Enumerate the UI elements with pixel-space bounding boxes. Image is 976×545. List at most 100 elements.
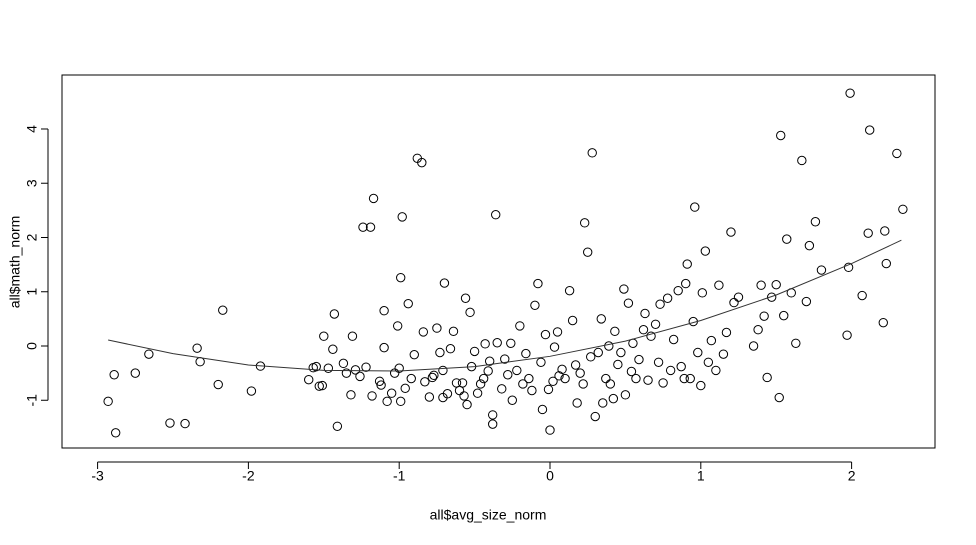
point — [587, 148, 597, 158]
point — [533, 278, 543, 289]
point — [665, 365, 676, 376]
point — [567, 315, 578, 326]
point — [676, 361, 686, 372]
point — [459, 391, 469, 401]
point — [658, 378, 668, 388]
point — [693, 347, 703, 358]
point — [480, 339, 490, 349]
point — [605, 379, 616, 389]
point — [376, 380, 386, 390]
point — [338, 358, 349, 369]
point — [570, 360, 581, 370]
point — [578, 379, 588, 389]
plot-frame — [61, 74, 936, 449]
point — [521, 348, 531, 359]
point — [435, 347, 445, 358]
point — [863, 228, 873, 238]
point — [180, 418, 190, 429]
point — [475, 379, 486, 389]
point — [341, 368, 352, 378]
point — [583, 247, 593, 257]
point — [679, 373, 689, 384]
point — [575, 368, 585, 378]
point — [604, 341, 614, 351]
point — [130, 368, 140, 378]
point — [880, 226, 890, 236]
point — [396, 272, 406, 283]
point — [653, 357, 664, 367]
point — [442, 389, 453, 399]
point — [601, 373, 611, 384]
point — [782, 234, 792, 244]
point — [774, 392, 784, 403]
point — [368, 193, 379, 204]
point — [673, 285, 683, 296]
point — [655, 299, 665, 309]
point — [560, 373, 570, 384]
point — [491, 210, 501, 220]
point — [367, 391, 377, 401]
point — [518, 379, 528, 389]
point — [586, 352, 596, 362]
point — [696, 380, 706, 391]
point — [804, 240, 815, 251]
point — [165, 418, 175, 428]
point — [593, 347, 603, 358]
point — [472, 388, 483, 398]
point — [460, 293, 471, 303]
point — [690, 202, 700, 212]
point — [507, 395, 517, 405]
point — [759, 311, 769, 321]
point — [536, 357, 546, 367]
y-tick-label: 3 — [24, 179, 40, 187]
point — [548, 376, 558, 386]
point — [332, 421, 343, 431]
point — [396, 396, 406, 407]
point — [424, 392, 435, 402]
point — [681, 278, 691, 289]
point — [892, 148, 902, 159]
x-tick-label: 2 — [848, 468, 856, 484]
point — [448, 326, 459, 337]
point — [492, 338, 502, 348]
y-tick-label: 1 — [24, 288, 40, 296]
point — [682, 259, 692, 269]
point — [714, 280, 724, 290]
point — [797, 155, 807, 166]
point — [845, 88, 855, 98]
point — [439, 278, 450, 288]
point — [711, 365, 721, 376]
point — [462, 399, 472, 410]
point — [572, 398, 582, 408]
x-tick-label: 0 — [546, 468, 554, 484]
x-tick-label: -2 — [242, 468, 255, 484]
point — [530, 300, 540, 311]
point — [347, 331, 358, 341]
point — [634, 354, 644, 365]
point — [355, 371, 365, 382]
point — [478, 373, 489, 384]
point — [729, 297, 739, 308]
point — [631, 373, 641, 384]
point — [328, 344, 338, 354]
point — [766, 292, 777, 302]
point — [329, 309, 340, 319]
point — [218, 305, 228, 315]
point — [733, 292, 744, 302]
point — [596, 314, 606, 324]
point — [394, 363, 404, 373]
point — [554, 371, 564, 381]
point — [246, 386, 257, 396]
point — [613, 359, 623, 370]
point — [386, 388, 397, 398]
point — [506, 338, 516, 348]
point — [878, 317, 888, 328]
point — [484, 356, 495, 366]
point — [420, 377, 430, 387]
point — [487, 419, 498, 429]
point — [608, 393, 619, 404]
point — [144, 349, 154, 359]
point — [109, 370, 119, 380]
point — [703, 357, 714, 367]
point — [397, 212, 407, 222]
